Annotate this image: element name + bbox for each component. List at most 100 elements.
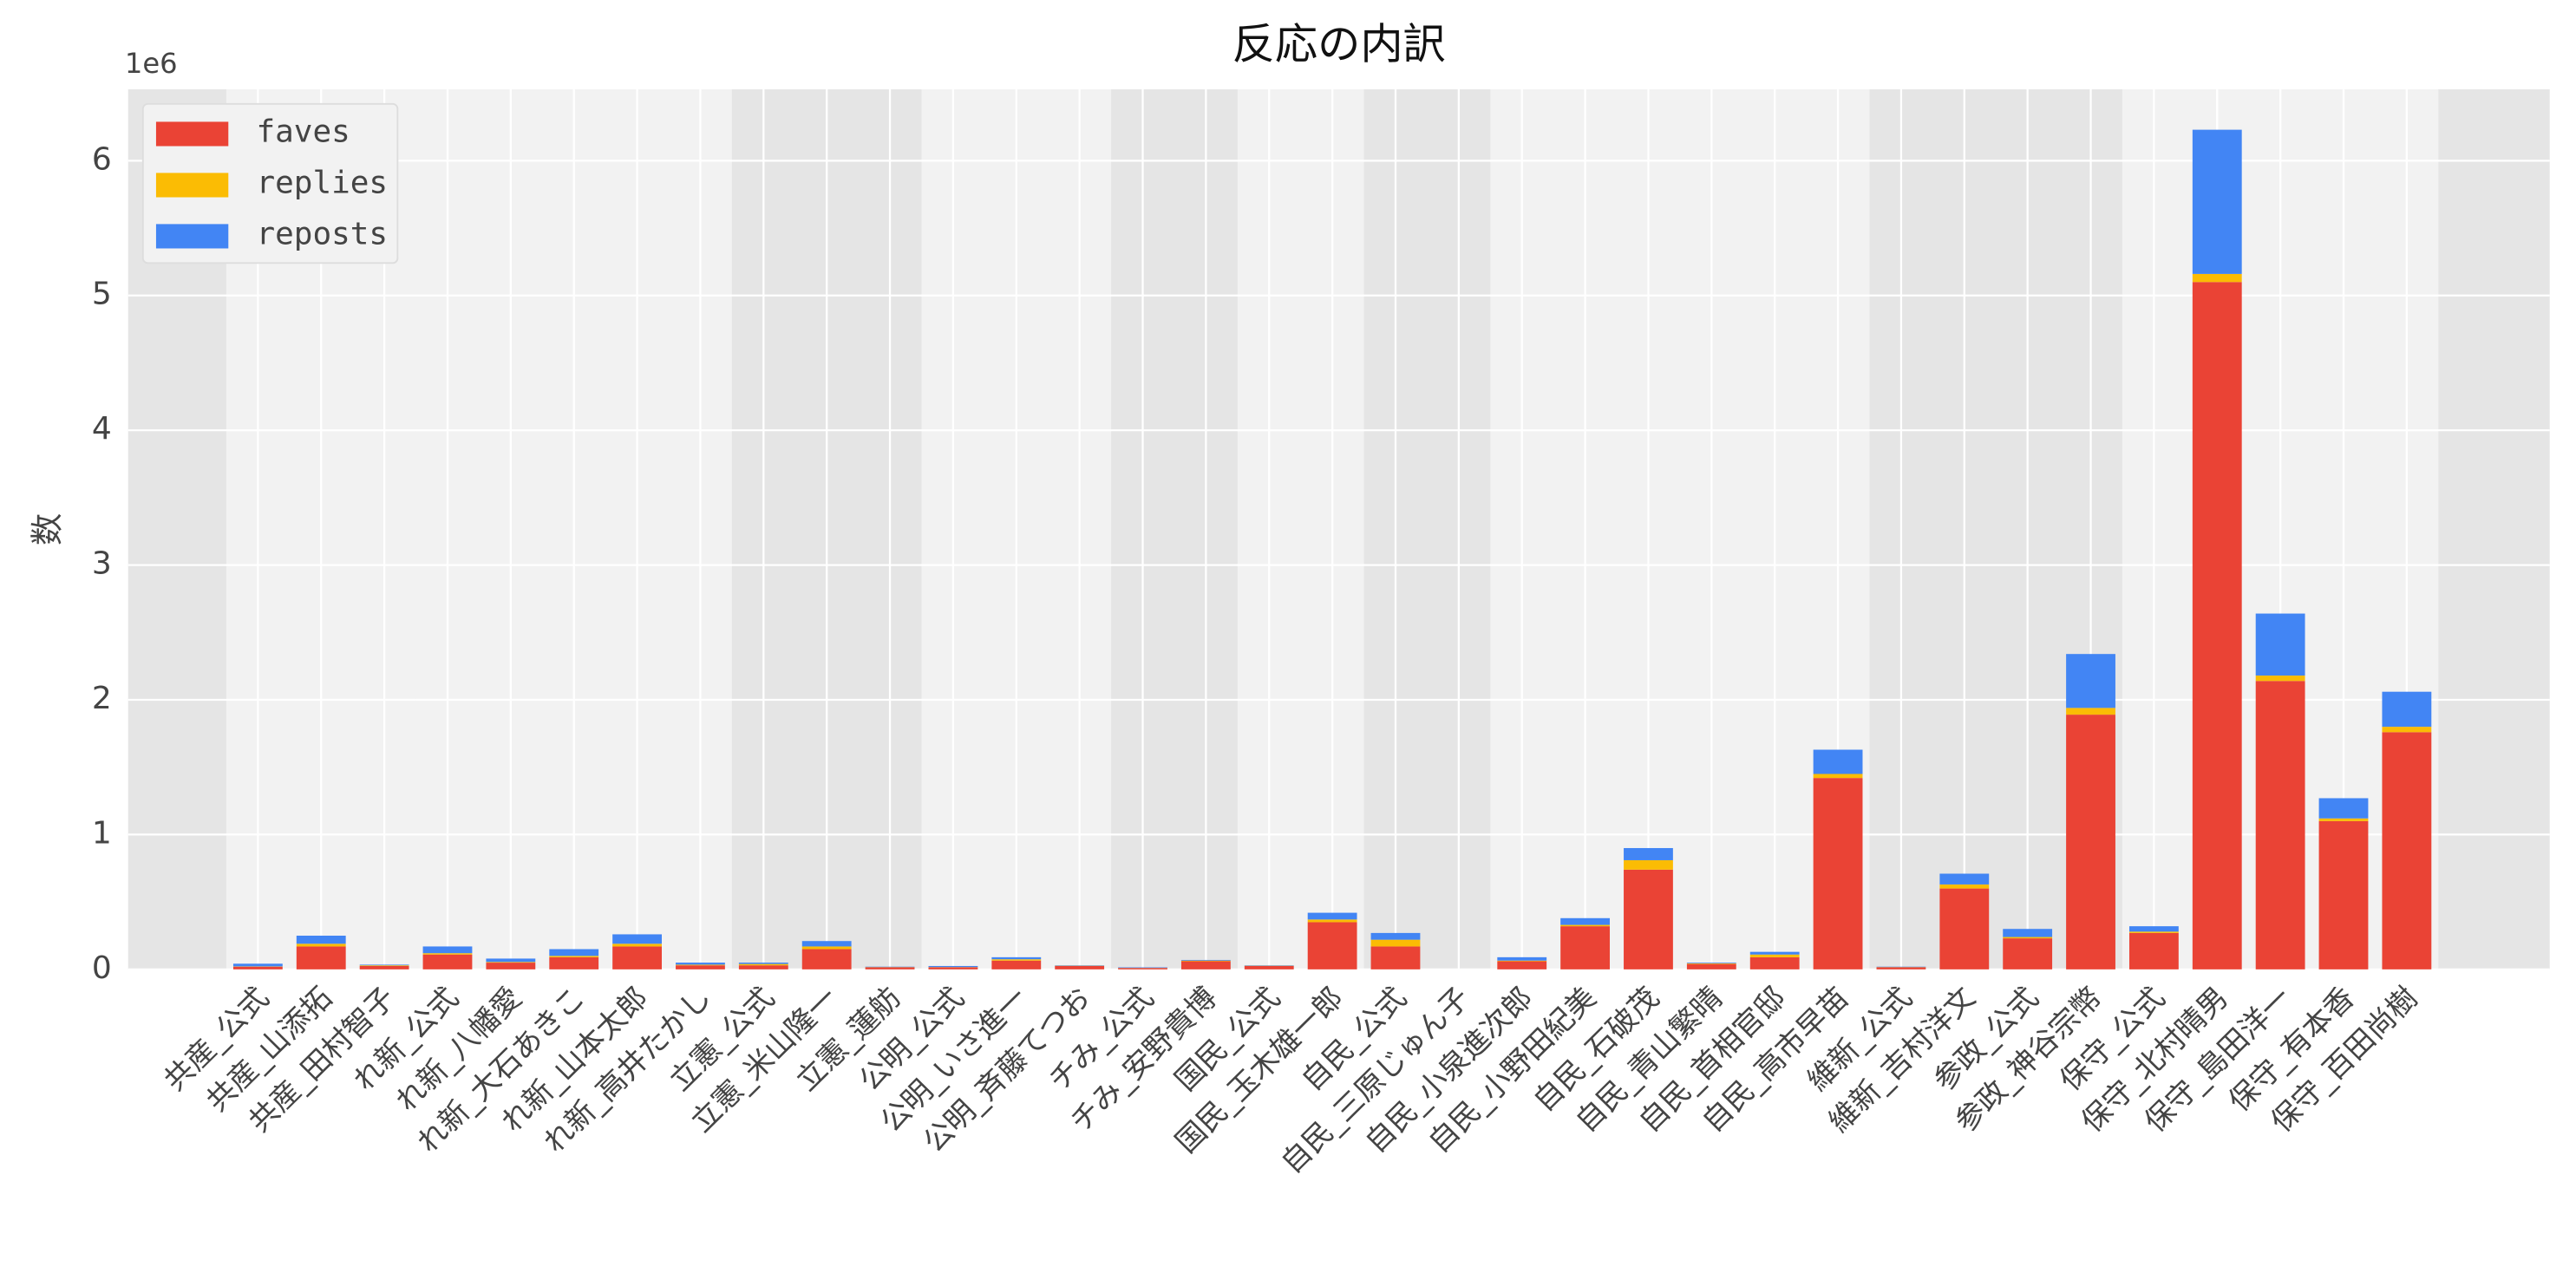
bar-segment <box>928 967 978 969</box>
bar-segment <box>2318 798 2369 819</box>
bar-segment <box>1307 919 1357 923</box>
bar-segment <box>1180 959 1231 961</box>
legend-swatch <box>155 173 229 198</box>
legend-label: faves <box>256 114 350 150</box>
bar-segment <box>1244 965 1294 969</box>
bar-segment <box>422 946 473 954</box>
bar-segment <box>2318 820 2369 969</box>
bar-segment <box>2382 732 2432 969</box>
bar-segment <box>1624 869 1673 969</box>
bar-segment <box>2128 931 2179 933</box>
y-axis-label: 数 <box>28 513 66 545</box>
bar-segment <box>801 946 852 950</box>
legend-swatch <box>155 224 229 249</box>
bar-segment <box>2066 654 2115 708</box>
bar-segment <box>1180 961 1231 969</box>
bar-segment <box>2066 708 2115 715</box>
bar-segment <box>2382 727 2432 733</box>
bar-segment <box>549 956 599 957</box>
bar-segment <box>1497 961 1547 969</box>
bar-segment <box>2255 613 2305 676</box>
bar-segment <box>1118 967 1167 969</box>
bar-segment <box>738 963 788 966</box>
bar-segment <box>486 962 536 963</box>
legend-label: reposts <box>256 217 388 252</box>
bar-segment <box>738 963 788 964</box>
bar-segment <box>359 965 409 969</box>
band <box>1490 88 1870 969</box>
bar-segment <box>2192 129 2242 274</box>
bar-segment <box>1497 956 1547 961</box>
y-offset-label: 1e6 <box>125 47 178 80</box>
y-tick-label: 0 <box>92 950 112 986</box>
y-tick-label: 1 <box>92 816 112 852</box>
bar-segment <box>422 954 473 969</box>
bar-segment <box>549 949 599 956</box>
bar-segment <box>801 941 852 947</box>
bar-segment <box>676 963 725 965</box>
bar-segment <box>2128 932 2179 969</box>
bar-segment <box>359 965 409 966</box>
bar-segment <box>1813 778 1863 969</box>
bar-segment <box>991 960 1042 969</box>
bar-segment <box>1307 922 1357 969</box>
bar-segment <box>486 958 536 963</box>
bar-segment <box>1813 774 1863 779</box>
band <box>1237 88 1364 969</box>
bar-segment <box>1560 917 1611 925</box>
bar-segment <box>1118 968 1167 969</box>
bar-segment <box>1560 924 1611 927</box>
legend-label: replies <box>256 166 388 201</box>
y-tick-label: 4 <box>92 411 112 447</box>
bar-segment <box>1749 956 1800 969</box>
bar-segment <box>296 935 346 944</box>
bar-segment <box>1055 965 1105 969</box>
bar-segment <box>232 966 283 969</box>
bar-segment <box>1749 951 1800 955</box>
bar-segment <box>991 959 1042 961</box>
bar-segment <box>1624 847 1673 860</box>
bar-segment <box>549 956 599 969</box>
bar-segment <box>1624 859 1673 870</box>
bar-segment <box>1686 963 1736 964</box>
bar-segment <box>2192 273 2242 283</box>
bar-segment <box>2003 938 2053 969</box>
bar-segment <box>2003 937 2053 939</box>
bar-segment <box>1939 873 1990 885</box>
bar-segment <box>2382 691 2432 728</box>
bar-segment <box>928 965 978 968</box>
bar-segment <box>1939 888 1990 969</box>
y-tick-label: 2 <box>92 681 112 716</box>
bar-segment <box>1307 912 1357 920</box>
bar-segment <box>296 946 346 969</box>
y-tick-label: 3 <box>92 546 112 582</box>
bar-segment <box>1180 960 1231 962</box>
bar-segment <box>2192 282 2242 969</box>
bar-segment <box>991 956 1042 960</box>
bar-segment <box>486 963 536 969</box>
bar-segment <box>2255 681 2305 969</box>
chart-title: 反応の内訳 <box>1232 20 1446 69</box>
bar-segment <box>676 965 725 969</box>
bar-segment <box>801 949 852 969</box>
bar-segment <box>1370 939 1421 947</box>
legend-swatch <box>155 121 229 147</box>
bar-segment <box>2128 926 2179 932</box>
bar-segment <box>296 943 346 947</box>
bar-segment <box>865 967 915 969</box>
bar-segment <box>676 964 725 966</box>
bar-segment <box>232 963 283 967</box>
bar-segment <box>1370 932 1421 940</box>
y-tick-label: 5 <box>92 277 112 312</box>
bar-segment <box>738 965 788 969</box>
bar-segment <box>2255 676 2305 682</box>
bar-segment <box>1497 960 1547 962</box>
bar-segment <box>1939 884 1990 889</box>
bar-segment <box>1686 963 1736 969</box>
bar-segment <box>1749 954 1800 957</box>
bar-segment <box>1560 926 1611 969</box>
bar-segment <box>2003 929 2053 937</box>
bar-segment <box>612 946 662 969</box>
